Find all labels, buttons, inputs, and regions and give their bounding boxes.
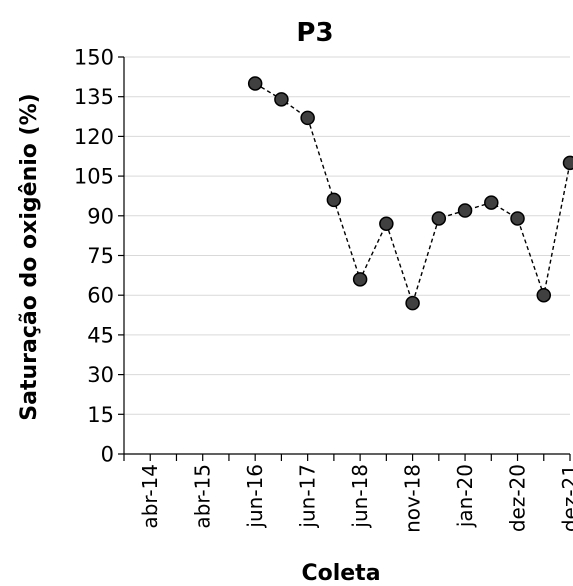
data-point [352,272,368,287]
data-point [300,110,315,126]
y-tick-label: 90 [87,204,114,228]
y-tick-label: 150 [74,46,114,70]
y-tick-label: 30 [87,363,114,387]
data-point [510,211,525,226]
y-tick-label: 0 [101,443,114,467]
data-point [431,211,447,226]
data-point [247,76,263,91]
x-tick-label: jun-17 [296,464,320,529]
y-tick-labels: 0 15 30 45 60 75 90 105 120 135 150 [74,46,114,467]
x-tick-label: jan-20 [453,464,477,528]
data-point [536,287,552,303]
y-tick-label: 60 [87,284,114,308]
y-tick-label: 120 [74,125,114,149]
y-tick-label: 105 [74,165,114,189]
gridlines [124,56,570,415]
y-tick-label: 15 [87,403,114,427]
data-point [405,295,420,311]
x-tick-label: dez-21 [558,464,573,532]
x-tick-label: abr-15 [191,464,215,529]
chart-title: P3 [296,18,333,48]
x-tick-labels: abr-14 abr-15 jun-16 jun-17 jun-18 nov-18 jan-… [138,464,573,533]
data-point [379,216,394,231]
y-tick-label: 45 [87,323,114,347]
y-tick-label: 75 [87,244,114,268]
x-axis-title: Coleta [301,561,380,586]
axes [118,56,571,461]
y-axis-title: Saturação do oxigênio (%) [17,93,42,420]
x-tick-label: abr-14 [138,464,162,529]
data-point [457,203,473,218]
x-tick-label: nov-18 [401,464,425,533]
data-point [274,92,289,107]
data-point [326,192,342,208]
y-tick-label: 135 [74,85,114,109]
data-point [562,155,573,171]
x-tick-label: dez-20 [506,464,530,532]
x-tick-label: jun-16 [243,464,267,529]
data-series [247,76,573,311]
x-tick-label: jun-18 [348,464,372,529]
data-point [484,195,499,210]
